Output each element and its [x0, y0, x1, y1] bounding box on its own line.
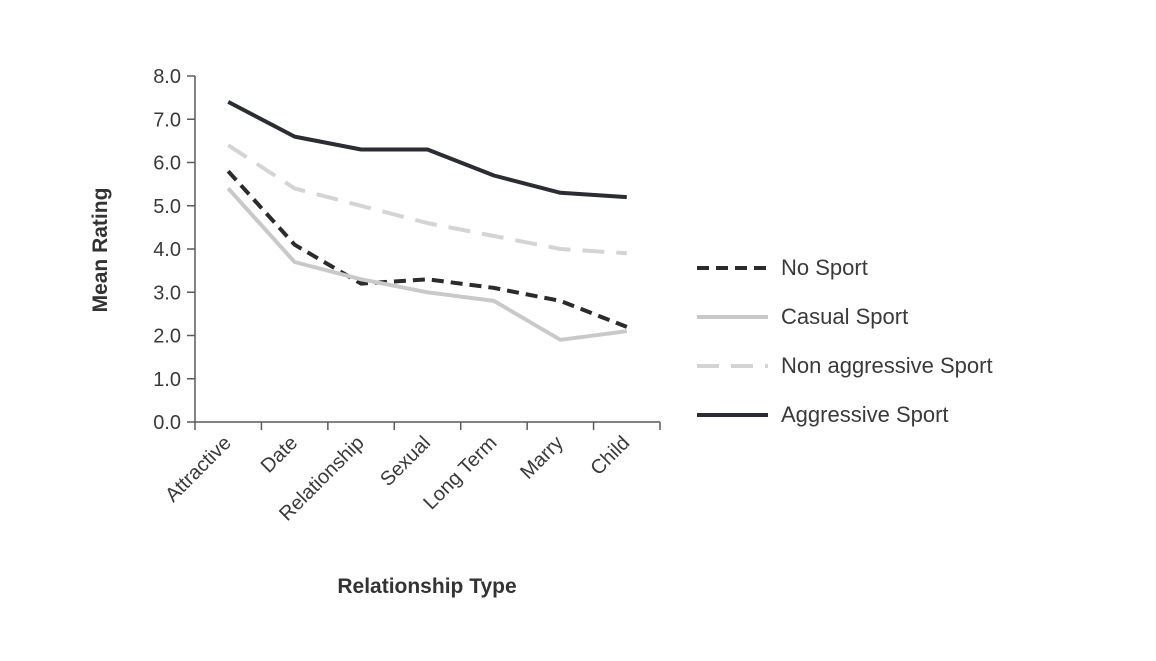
y-tick-label: 4.0 — [153, 239, 181, 261]
x-category-label: Marry — [516, 432, 568, 484]
series-layer — [226, 100, 628, 342]
x-category-label: Attractive — [161, 432, 236, 507]
axes: 0.0 1.0 2.0 3.0 4.0 5.0 6.0 7.0 8.0 Attractive Dat… — [153, 66, 661, 525]
y-tick-label: 8.0 — [153, 66, 181, 88]
series-line-no-sport — [226, 169, 628, 329]
series-line-casual-sport — [226, 187, 628, 342]
x-axis-title: Relationship Type — [337, 575, 516, 598]
y-tick-label: 7.0 — [153, 109, 181, 131]
y-tick-label: 3.0 — [153, 282, 181, 304]
legend-label: Non aggressive Sport — [781, 353, 993, 378]
y-tick-label: 5.0 — [153, 196, 181, 218]
x-category-label: Sexual — [376, 432, 435, 491]
legend-label: No Sport — [781, 255, 868, 280]
y-tick-label: 2.0 — [153, 326, 181, 348]
legend-label: Casual Sport — [781, 304, 908, 329]
series-line-aggressive-sport — [227, 100, 627, 200]
y-tick-label: 1.0 — [153, 369, 181, 391]
legend-label: Aggressive Sport — [781, 402, 949, 427]
y-tick-label: 6.0 — [153, 153, 181, 175]
y-axis-title: Mean Rating — [89, 188, 112, 313]
legend: No Sport Casual Sport Non aggressive Sport… — [697, 255, 993, 427]
x-category-label: Child — [587, 432, 635, 480]
x-category-label: Date — [257, 432, 302, 477]
series-line-non-aggressive-sport — [227, 143, 627, 256]
y-tick-label: 0.0 — [153, 412, 181, 434]
